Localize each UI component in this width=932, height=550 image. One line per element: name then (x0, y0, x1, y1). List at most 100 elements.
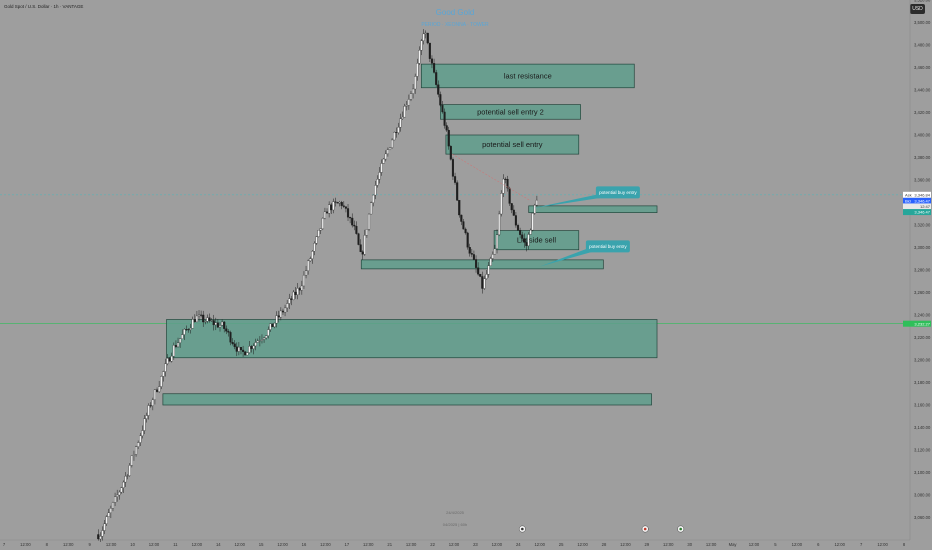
candle-body (197, 314, 201, 317)
candle-body (384, 153, 387, 160)
candle-body (401, 116, 404, 119)
candle-body (391, 139, 394, 148)
candle-body (149, 405, 152, 407)
x-tick-label: 12:00 (706, 542, 717, 547)
candle-body (302, 274, 305, 287)
x-tick-label: 21 (387, 542, 392, 547)
candle-body (428, 42, 431, 59)
symbol-title: Gold Spot / U.S. Dollar · 1h · VANTAGE (4, 4, 84, 9)
candle-body (288, 298, 291, 304)
candle-body (506, 178, 509, 189)
candle-body (101, 530, 104, 537)
x-tick-label: 12:00 (20, 542, 31, 547)
candle-body (269, 323, 272, 330)
candle-body (170, 355, 173, 362)
y-tick-label: 3,220.00 (914, 335, 931, 340)
candle-body (380, 163, 383, 173)
candle-body (344, 206, 347, 209)
candle-body (143, 418, 146, 431)
x-tick-label: 12:00 (877, 542, 888, 547)
x-tick-label: 25 (559, 542, 564, 547)
x-tick-label: 6 (817, 542, 820, 547)
price-tag (903, 197, 931, 204)
candle-body (254, 342, 257, 347)
candle-body (193, 319, 196, 323)
candle-body (445, 125, 448, 131)
x-tick-label: 12:00 (492, 542, 503, 547)
candle-body (103, 523, 106, 531)
candle-body (338, 201, 341, 204)
candle-body (514, 215, 517, 226)
x-tick-label: 7 (3, 542, 6, 547)
candle-body (416, 63, 419, 77)
candle-body (153, 389, 156, 401)
candle-body (395, 132, 398, 133)
candle-body (443, 111, 446, 126)
x-tick-label: 12:00 (620, 542, 631, 547)
candle-body (500, 193, 503, 215)
candle-body (489, 258, 492, 266)
y-tick-label: 3,300.00 (914, 245, 931, 250)
candle-body (252, 345, 255, 349)
candle-body (105, 516, 108, 524)
zone-label: last resistance (504, 71, 552, 80)
footer-date: 24/4/2025 (446, 510, 464, 515)
price-tag-value: 12:47 (920, 204, 931, 209)
x-tick-label: 24 (516, 542, 521, 547)
candle-body (430, 58, 434, 64)
candle-body (166, 358, 169, 364)
candle-body (237, 346, 240, 352)
candle-body (260, 339, 264, 341)
x-tick-label: 12:00 (834, 542, 845, 547)
candle-body (118, 491, 121, 496)
x-tick-label: 12:00 (792, 542, 803, 547)
candle-body (330, 204, 333, 211)
candle-body (407, 99, 410, 106)
candle-body (370, 202, 373, 215)
candle-body (527, 234, 530, 247)
candle-body (137, 442, 140, 447)
candle-body (424, 32, 427, 35)
candle-body (464, 228, 467, 234)
candle-body (300, 285, 303, 291)
callout-box (585, 240, 630, 253)
candle-body (399, 118, 402, 128)
candle-body (126, 475, 129, 477)
y-tick-label: 3,500.00 (914, 20, 931, 25)
candle-body (418, 50, 421, 64)
candle-body (235, 346, 238, 352)
zone-rect (445, 134, 580, 155)
y-tick-label: 3,280.00 (914, 268, 931, 273)
candle-body (296, 288, 299, 295)
candle-body (412, 88, 415, 94)
candle-body (485, 274, 488, 279)
candle-body (239, 346, 243, 351)
candle-body (535, 199, 538, 206)
candle-body (340, 201, 343, 206)
event-icon-dot (643, 527, 647, 531)
currency-button[interactable]: USD (910, 4, 925, 14)
x-tick-label: 7 (860, 542, 863, 547)
y-tick-label: 3,240.00 (914, 313, 931, 318)
price-tag-value: 3,346.84 (914, 192, 930, 197)
candle-body (523, 238, 526, 243)
candle-body (451, 159, 455, 177)
y-tick-label: 3,440.00 (914, 88, 931, 93)
callout-label: potential buy entry (589, 244, 627, 249)
candle-body (355, 225, 358, 234)
price-tag (903, 203, 931, 210)
candle-body (481, 276, 484, 289)
x-tick-label: 10 (130, 542, 135, 547)
candle-body (353, 224, 356, 227)
candle-body (472, 254, 475, 260)
zone-rect (166, 319, 658, 359)
candle-body (462, 221, 465, 230)
candle-body (172, 345, 175, 357)
candle-body (246, 352, 249, 356)
candle-body (298, 288, 301, 291)
candle-body (258, 340, 261, 342)
candle-body (502, 178, 505, 194)
x-tick-label: 12:00 (663, 542, 674, 547)
candle-body (365, 229, 368, 236)
